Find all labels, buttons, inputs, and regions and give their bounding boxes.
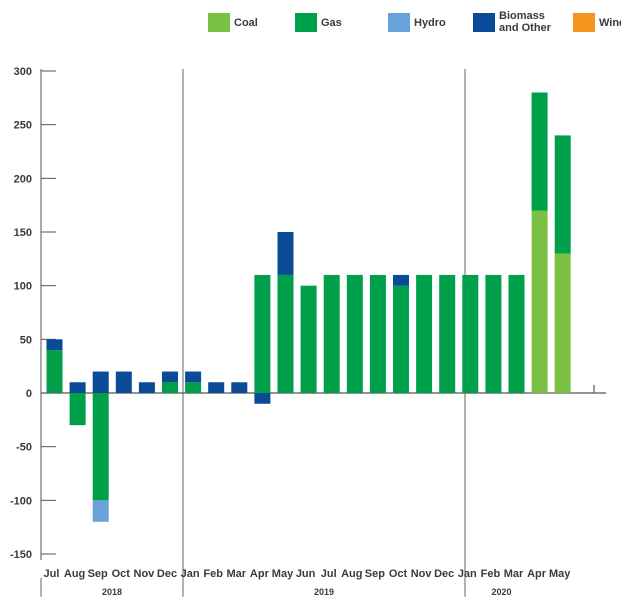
y-tick-label: 300 (14, 66, 32, 78)
x-tick-label: Jan (458, 568, 477, 580)
bar-segment (69, 382, 86, 393)
year-label: 2020 (491, 587, 511, 597)
bar-segment (439, 274, 456, 393)
bar-segment (323, 274, 340, 393)
bar-segment (46, 350, 63, 393)
x-tick-label: Sep (88, 568, 108, 580)
x-tick-label: Nov (411, 568, 433, 580)
legend-label: Biomass (499, 10, 545, 22)
x-tick-label: Jun (296, 568, 316, 580)
bar-segment (393, 285, 409, 393)
x-tick-label: Jul (44, 568, 60, 580)
year-label: 2019 (314, 587, 334, 597)
bar-segment (416, 274, 433, 393)
y-tick-label: -100 (10, 495, 32, 507)
x-tick-label: Dec (157, 568, 177, 580)
legend-label: and Other (499, 22, 552, 34)
bar-segment (277, 274, 294, 393)
bar-segment (208, 382, 225, 393)
bar-segment (115, 371, 132, 393)
legend-label: Coal (234, 17, 258, 29)
bar-segment (300, 285, 317, 393)
bar-segment (92, 500, 109, 522)
bar-segment (277, 232, 294, 275)
bar-segment (162, 382, 178, 393)
x-tick-label: Oct (389, 568, 408, 580)
x-tick-label: Jul (321, 568, 337, 580)
x-tick-label: Aug (341, 568, 362, 580)
bar-segment (485, 274, 502, 393)
bar-segment (346, 274, 363, 393)
x-tick-label: Mar (504, 568, 524, 580)
bar-segment (92, 393, 109, 501)
bar-segment (554, 135, 571, 254)
x-tick-label: May (549, 568, 571, 580)
bar-segment (92, 371, 109, 393)
bar-segment (185, 382, 202, 393)
x-tick-label: Sep (365, 568, 385, 580)
year-label: 2018 (102, 587, 122, 597)
legend-swatch (295, 13, 317, 32)
y-tick-label: 250 (14, 120, 32, 132)
x-tick-label: Mar (227, 568, 247, 580)
x-tick-label: Dec (434, 568, 454, 580)
bar-segment (254, 274, 271, 393)
bar-segment (462, 274, 479, 393)
x-tick-label: Jan (181, 568, 200, 580)
x-tick-label: Nov (134, 568, 156, 580)
legend-swatch (573, 13, 595, 32)
x-tick-label: Apr (527, 568, 547, 580)
y-tick-label: 150 (14, 227, 32, 239)
legend-label: Hydro (414, 17, 446, 29)
bar-segment (162, 371, 178, 383)
bar-segment (185, 371, 202, 383)
y-tick-label: 0 (26, 388, 32, 400)
legend-swatch (473, 13, 495, 32)
x-tick-label: Aug (64, 568, 85, 580)
bar-segment (254, 393, 271, 404)
bar-segment (393, 274, 409, 286)
x-tick-label: Apr (250, 568, 270, 580)
x-tick-label: May (272, 568, 294, 580)
x-tick-label: Oct (112, 568, 131, 580)
bar-segment (369, 274, 386, 393)
y-tick-label: 50 (20, 334, 32, 346)
bar-segment (531, 210, 548, 393)
bar-segment (138, 382, 155, 393)
legend-label: Wind (599, 17, 621, 29)
y-tick-label: -50 (16, 442, 32, 454)
bar-segment (46, 339, 63, 351)
y-tick-label: -150 (10, 549, 32, 561)
y-tick-label: 100 (14, 281, 32, 293)
bar-segment (508, 274, 525, 393)
bar-segment (69, 393, 86, 426)
bar-segment (531, 92, 548, 211)
bar-segment (554, 253, 571, 393)
bar-segment (231, 382, 248, 393)
y-tick-label: 200 (14, 173, 32, 185)
bars (46, 92, 571, 522)
legend-swatch (208, 13, 230, 32)
legend-label: Gas (321, 17, 342, 29)
legend-swatch (388, 13, 410, 32)
x-tick-label: Feb (481, 568, 501, 580)
x-tick-label: Feb (203, 568, 223, 580)
